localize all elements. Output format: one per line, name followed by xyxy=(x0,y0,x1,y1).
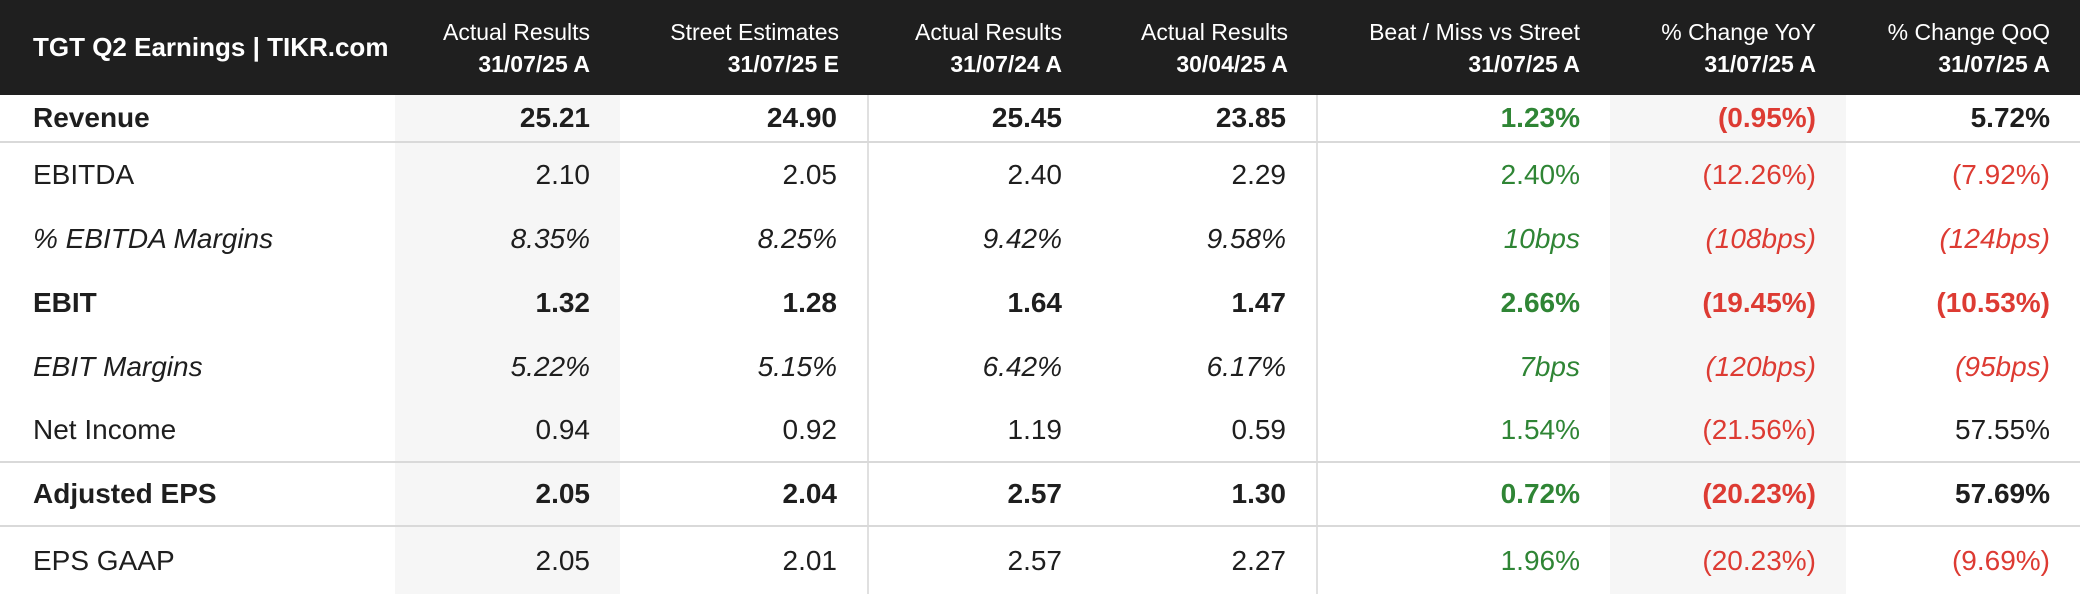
value-cell: 57.69% xyxy=(1955,478,2050,509)
column-header-change-yoy: % Change YoY 31/07/25 A xyxy=(1610,0,1846,95)
value-cell: 1.23% xyxy=(1500,102,1580,133)
column-period: 30/04/25 A xyxy=(1176,50,1288,77)
value-cell: 5.15% xyxy=(620,335,869,399)
column-period: 31/07/25 A xyxy=(1938,50,2050,77)
value-cell: (7.92%) xyxy=(1951,159,2050,190)
column-period: 31/07/25 A xyxy=(1704,50,1816,77)
column-label: Actual Results xyxy=(914,18,1062,45)
table-row-revenue: Revenue 25.21 24.90 25.45 23.85 1.23% (0… xyxy=(0,95,2080,143)
value-cell: (108bps) xyxy=(1610,207,1846,271)
value-cell: 2.04 xyxy=(620,463,869,525)
value-cell: (9.69%) xyxy=(1951,544,2050,576)
table-body: Revenue 25.21 24.90 25.45 23.85 1.23% (0… xyxy=(0,95,2080,594)
value-cell: 2.66% xyxy=(1500,287,1580,318)
column-period: 31/07/25 A xyxy=(478,50,590,77)
column-label: % Change QoQ xyxy=(1887,18,2050,45)
value-cell: 2.40 xyxy=(1007,159,1063,190)
value-cell: 2.05 xyxy=(395,527,620,594)
value-cell: 25.45 xyxy=(991,102,1062,133)
metric-label: Revenue xyxy=(33,102,150,133)
value-cell: (21.56%) xyxy=(1610,399,1846,461)
value-cell: (120bps) xyxy=(1610,335,1846,399)
value-cell: 2.57 xyxy=(1007,544,1063,576)
value-cell: 2.27 xyxy=(1092,527,1318,594)
value-cell: 0.59 xyxy=(1092,399,1318,461)
column-period: 31/07/25 A xyxy=(1468,50,1580,77)
value-cell: 1.47 xyxy=(1092,271,1318,335)
column-header-change-qoq: % Change QoQ 31/07/25 A xyxy=(1846,0,2080,95)
table-row-adjusted-eps: Adjusted EPS 2.05 2.04 2.57 1.30 0.72% (… xyxy=(0,463,2080,527)
value-cell: 8.35% xyxy=(395,207,620,271)
value-cell: 5.22% xyxy=(395,335,620,399)
table-header: TGT Q2 Earnings | TIKR.com Actual Result… xyxy=(0,0,2080,95)
value-cell: 2.40% xyxy=(1500,159,1580,190)
value-cell: 1.32 xyxy=(395,271,620,335)
value-cell: 1.19 xyxy=(1007,414,1063,445)
table-row-ebitda: EBITDA 2.10 2.05 2.40 2.29 2.40% (12.26%… xyxy=(0,143,2080,207)
value-cell: 2.05 xyxy=(395,463,620,525)
value-cell: 1.30 xyxy=(1092,463,1318,525)
value-cell: (20.23%) xyxy=(1610,527,1846,594)
value-cell: 1.64 xyxy=(1007,287,1063,318)
metric-label: EBIT xyxy=(33,287,97,318)
column-header-actual-latest: Actual Results 31/07/25 A xyxy=(395,0,620,95)
value-cell: 2.29 xyxy=(1092,143,1318,207)
value-cell: 2.01 xyxy=(620,527,869,594)
column-label: Street Estimates xyxy=(670,18,839,45)
metric-label: % EBITDA Margins xyxy=(33,223,274,254)
column-label: Beat / Miss vs Street xyxy=(1369,18,1580,45)
column-header-actual-prior-quarter: Actual Results 30/04/25 A xyxy=(1092,0,1318,95)
value-cell: 23.85 xyxy=(1092,95,1318,141)
value-cell: 0.92 xyxy=(620,399,869,461)
metric-label: Adjusted EPS xyxy=(33,478,217,509)
value-cell: 7bps xyxy=(1519,351,1580,382)
metric-label: EBIT Margins xyxy=(33,351,203,382)
table-row-eps-gaap: EPS GAAP 2.05 2.01 2.57 2.27 1.96% (20.2… xyxy=(0,527,2080,594)
value-cell: 25.21 xyxy=(395,95,620,141)
value-cell: 2.57 xyxy=(1007,478,1063,509)
column-header-beat-miss: Beat / Miss vs Street 31/07/25 A xyxy=(1318,0,1610,95)
column-label: % Change YoY xyxy=(1661,18,1816,45)
value-cell: (0.95%) xyxy=(1610,95,1846,141)
value-cell: 1.96% xyxy=(1500,544,1580,576)
metric-label: EBITDA xyxy=(33,159,135,190)
value-cell: 1.54% xyxy=(1500,414,1580,445)
value-cell: 9.42% xyxy=(982,223,1062,254)
metric-label: Net Income xyxy=(33,414,177,445)
column-label: Actual Results xyxy=(1140,18,1288,45)
value-cell: 0.72% xyxy=(1500,478,1580,509)
value-cell: 57.55% xyxy=(1955,414,2050,445)
table-row-ebitda-margins: % EBITDA Margins 8.35% 8.25% 9.42% 9.58%… xyxy=(0,207,2080,271)
value-cell: 8.25% xyxy=(620,207,869,271)
metric-label: EPS GAAP xyxy=(33,544,175,576)
column-header-actual-prior-year: Actual Results 31/07/24 A xyxy=(869,0,1092,95)
value-cell: 2.05 xyxy=(620,143,869,207)
value-cell: 6.17% xyxy=(1092,335,1318,399)
table-title: TGT Q2 Earnings | TIKR.com xyxy=(33,32,389,62)
table-row-ebit: EBIT 1.32 1.28 1.64 1.47 2.66% (19.45%) … xyxy=(0,271,2080,335)
column-period: 31/07/24 A xyxy=(950,50,1062,77)
column-header-street-estimates: Street Estimates 31/07/25 E xyxy=(620,0,869,95)
value-cell: (12.26%) xyxy=(1610,143,1846,207)
value-cell: 6.42% xyxy=(982,351,1062,382)
value-cell: 2.10 xyxy=(395,143,620,207)
value-cell: (20.23%) xyxy=(1610,463,1846,525)
value-cell: 24.90 xyxy=(620,95,869,141)
value-cell: 5.72% xyxy=(1970,102,2050,133)
column-label: Actual Results xyxy=(442,18,590,45)
value-cell: (19.45%) xyxy=(1610,271,1846,335)
value-cell: (124bps) xyxy=(1939,223,2050,254)
value-cell: (10.53%) xyxy=(1936,287,2050,318)
table-row-ebit-margins: EBIT Margins 5.22% 5.15% 6.42% 6.17% 7bp… xyxy=(0,335,2080,399)
value-cell: 1.28 xyxy=(620,271,869,335)
value-cell: (95bps) xyxy=(1955,351,2050,382)
table-row-net-income: Net Income 0.94 0.92 1.19 0.59 1.54% (21… xyxy=(0,399,2080,463)
value-cell: 9.58% xyxy=(1092,207,1318,271)
value-cell: 0.94 xyxy=(395,399,620,461)
column-period: 31/07/25 E xyxy=(727,50,839,77)
value-cell: 10bps xyxy=(1503,223,1580,254)
